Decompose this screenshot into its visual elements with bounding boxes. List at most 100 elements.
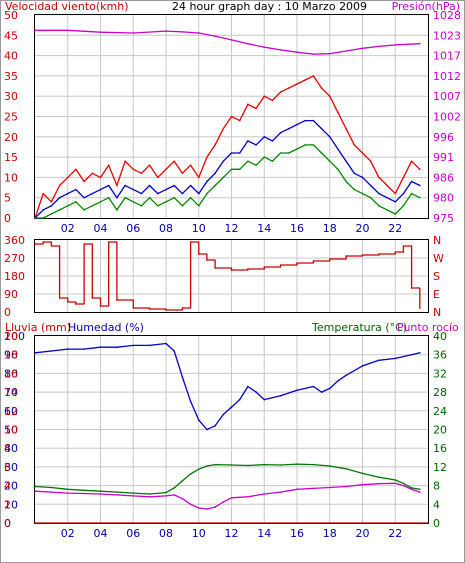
data-point-average (198, 192, 200, 195)
data-point-average (378, 192, 380, 195)
y-left-tick-label: 30 (4, 90, 18, 103)
data-point-dew_point (410, 488, 413, 491)
x-tick-label: 18 (323, 527, 337, 540)
y-left-tick-label: 100 (4, 330, 25, 343)
tick-labels: 0510152025303540455097598098699199610021… (4, 9, 461, 540)
data-point-average (140, 192, 143, 195)
y-right-tick-label: 8 (433, 480, 440, 493)
y-right-tick-label: 32 (433, 367, 447, 380)
data-point-direction (50, 245, 53, 247)
y-left-tick-label-rain: 10 (4, 424, 18, 437)
y-right-tick-label: 36 (433, 349, 447, 362)
data-point-pressure (181, 31, 184, 33)
x-tick-label: 02 (61, 222, 75, 235)
data-point-rain (427, 522, 429, 524)
data-point-humidity (189, 400, 192, 403)
data-point-pressure (279, 49, 282, 51)
data-point-gust (173, 160, 175, 162)
data-point-direction (279, 264, 282, 266)
data-point-temperature (50, 486, 53, 489)
y-right-tick-label: S (433, 270, 440, 283)
data-point-dew_point (214, 506, 216, 508)
data-point-temperature (263, 463, 266, 466)
y-left-tick-label-rain: 20 (4, 330, 18, 343)
data-point-minimum (181, 205, 184, 207)
y-left-tick-label: 40 (4, 442, 18, 455)
data-point-average (181, 192, 184, 195)
data-point-gust (361, 152, 364, 154)
data-point-humidity (116, 346, 118, 349)
data-point-average (247, 140, 249, 142)
data-point-minimum (230, 168, 233, 171)
data-point-gust (124, 160, 126, 162)
x-tick-label: 16 (290, 222, 304, 235)
y-left-tick-label: 0 (4, 212, 11, 225)
data-point-gust (222, 127, 225, 130)
x-tick-label: 22 (388, 222, 402, 235)
data-point-pressure (394, 44, 397, 46)
data-point-minimum (189, 196, 192, 199)
data-point-minimum (247, 160, 249, 162)
y-left-tick-label: 90 (4, 288, 18, 301)
data-point-humidity (34, 352, 36, 354)
data-point-direction (361, 254, 364, 256)
y-left-tick-label-rain: 4 (4, 480, 11, 493)
data-point-pressure (67, 29, 69, 32)
x-tick-label: 08 (159, 222, 173, 235)
data-point-direction (206, 259, 208, 261)
data-point-temperature (132, 492, 135, 494)
data-point-average (189, 184, 192, 187)
data-point-average (50, 205, 53, 207)
x-tick-label: 16 (290, 527, 304, 540)
data-point-gust (353, 144, 356, 146)
y-right-tick-label: N (433, 234, 441, 247)
data-point-minimum (263, 156, 266, 158)
data-point-direction (148, 308, 151, 310)
data-point-gust (419, 168, 421, 171)
data-point-humidity (181, 376, 184, 378)
data-point-average (238, 152, 241, 154)
y-left-tick-label-rain: 2 (4, 498, 11, 511)
data-point-minimum (214, 184, 216, 187)
data-point-direction (83, 243, 85, 245)
y-left-tick-label: 50 (4, 424, 18, 437)
data-point-minimum (116, 209, 118, 211)
data-point-dew_point (181, 497, 184, 500)
data-point-gust (410, 160, 413, 162)
data-point-minimum (148, 196, 151, 199)
data-point-humidity (337, 380, 339, 382)
panel-direction-grid (35, 240, 428, 312)
y-left-tick-label-rain: 14 (4, 386, 18, 399)
x-tick-label: 14 (257, 222, 271, 235)
y-left-tick-label: 270 (4, 252, 25, 265)
data-point-pressure (378, 45, 380, 48)
data-point-pressure (198, 32, 200, 34)
data-point-minimum (99, 201, 102, 203)
y-right-tick-label: 986 (433, 171, 454, 184)
y-left-tick-label: 15 (4, 151, 18, 164)
y-right-tick-label: 28 (433, 386, 447, 399)
data-point-average (337, 148, 339, 150)
data-point-humidity (296, 389, 298, 392)
data-point-gust (238, 119, 241, 122)
data-point-direction (214, 267, 216, 269)
data-point-gust (255, 107, 257, 110)
y-left-tick-label: 80 (4, 367, 18, 380)
rain-label: Lluvia (mm) (5, 321, 71, 334)
data-point-minimum (222, 176, 225, 179)
data-point-temperature (148, 493, 151, 495)
y-left-tick-label: 45 (4, 29, 18, 42)
data-point-dew_point (99, 493, 102, 495)
y-left-tick-label: 20 (4, 480, 18, 493)
x-tick-label: 06 (126, 527, 140, 540)
data-point-average (222, 160, 225, 162)
data-point-gust (42, 192, 44, 195)
y-left-tick-label: 0 (4, 306, 11, 319)
data-point-average (419, 184, 421, 187)
data-point-humidity (410, 353, 413, 356)
panel-humidity-grid (35, 336, 428, 523)
data-point-temperature (296, 463, 298, 465)
data-point-dew_point (34, 490, 36, 493)
data-point-temperature (83, 489, 85, 492)
